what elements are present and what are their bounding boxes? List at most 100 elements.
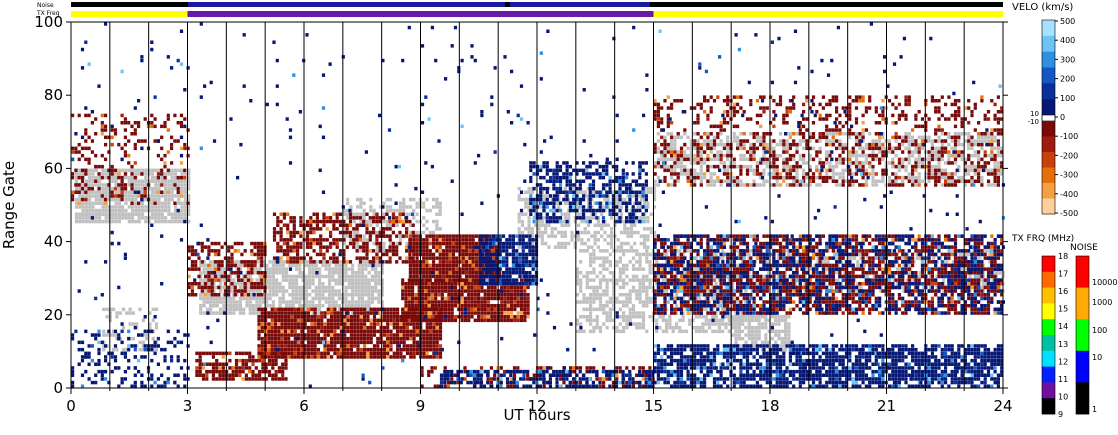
- data-cell: [134, 172, 138, 176]
- data-cell: [77, 183, 81, 187]
- data-cell: [88, 205, 92, 209]
- data-cell: [364, 289, 368, 293]
- data-cell: [656, 139, 660, 143]
- data-cell: [104, 168, 108, 173]
- data-cell: [937, 161, 941, 165]
- data-cell: [608, 300, 612, 304]
- data-cell: [698, 329, 702, 334]
- data-cell: [194, 293, 198, 297]
- data-cell: [930, 142, 934, 147]
- data-cell: [280, 315, 284, 319]
- data-cell: [744, 249, 748, 253]
- data-cell: [315, 212, 319, 216]
- data-cell: [183, 208, 187, 213]
- data-cell: [638, 282, 642, 286]
- data-cell: [133, 121, 137, 125]
- data-cell: [362, 201, 366, 205]
- data-cell: [352, 234, 356, 238]
- data-cell: [412, 208, 416, 213]
- data-cell: [618, 267, 622, 271]
- data-cell: [177, 179, 181, 183]
- data-cell: [389, 223, 393, 227]
- data-cell: [380, 263, 384, 268]
- data-cell: [673, 168, 677, 173]
- data-cell: [688, 322, 692, 326]
- data-cell: [177, 194, 181, 198]
- data-cell: [775, 142, 779, 147]
- data-cell: [261, 263, 266, 268]
- data-cell: [831, 172, 835, 176]
- data-cell: [616, 197, 620, 202]
- data-cell: [278, 300, 282, 304]
- data-cell: [312, 219, 316, 224]
- data-cell: [786, 249, 791, 253]
- data-cell: [365, 219, 370, 224]
- data-cell: [646, 190, 650, 194]
- txfreq-strip-label: TX Freq: [36, 10, 60, 17]
- data-cell: [907, 175, 911, 180]
- data-cell: [602, 311, 606, 315]
- data-cell: [755, 139, 759, 143]
- data-cell: [602, 304, 606, 308]
- data-cell: [370, 296, 374, 301]
- data-cell: [74, 168, 78, 173]
- data-cell: [238, 358, 242, 363]
- data-cell: [360, 278, 365, 282]
- data-cell: [917, 175, 921, 180]
- data-cell: [144, 208, 148, 213]
- data-cell: [951, 260, 956, 264]
- data-cell: [803, 282, 807, 286]
- data-cell: [895, 282, 899, 286]
- data-cell: [374, 271, 378, 275]
- data-cell: [77, 142, 81, 147]
- data-cell: [575, 329, 579, 334]
- data-cell: [284, 366, 288, 370]
- data-cell: [337, 296, 341, 301]
- data-cell: [121, 212, 125, 216]
- data-cell: [673, 135, 677, 140]
- data-cell: [411, 256, 415, 260]
- data-cell: [91, 183, 95, 187]
- data-cell: [362, 212, 366, 216]
- data-cell: [150, 208, 154, 213]
- data-cell: [689, 157, 693, 162]
- data-cell: [228, 358, 232, 363]
- data-cell: [911, 135, 915, 140]
- data-cell: [283, 318, 287, 323]
- data-cell: [173, 212, 178, 216]
- data-cell: [88, 201, 92, 205]
- data-cell: [784, 325, 788, 330]
- data-cell: [635, 296, 639, 301]
- data-cell: [231, 373, 235, 377]
- data-cell: [405, 230, 409, 235]
- data-cell: [164, 197, 168, 202]
- data-cell: [582, 293, 586, 297]
- data-cell: [299, 216, 303, 220]
- data-cell: [369, 219, 373, 224]
- data-cell: [261, 260, 266, 264]
- data-cell: [854, 153, 859, 158]
- data-cell: [311, 282, 315, 286]
- data-cell: [117, 190, 121, 194]
- data-cell: [598, 325, 603, 330]
- data-cell: [527, 208, 531, 213]
- data-cell: [600, 212, 604, 216]
- data-cell: [205, 373, 209, 377]
- data-cell: [798, 139, 802, 143]
- data-cell: [324, 263, 328, 268]
- data-cell: [683, 153, 687, 158]
- data-cell: [257, 351, 261, 356]
- data-cell: [187, 172, 191, 176]
- data-cell: [338, 249, 343, 253]
- data-cell: [297, 355, 301, 359]
- data-cell: [190, 289, 194, 293]
- data-cell: [622, 329, 626, 334]
- data-cell: [237, 274, 241, 279]
- data-cell: [104, 205, 108, 209]
- data-cell: [589, 307, 593, 312]
- data-cell: [304, 296, 308, 301]
- data-cell: [707, 325, 712, 330]
- data-cell: [258, 358, 262, 363]
- data-cell: [218, 377, 222, 381]
- data-cell: [684, 329, 688, 334]
